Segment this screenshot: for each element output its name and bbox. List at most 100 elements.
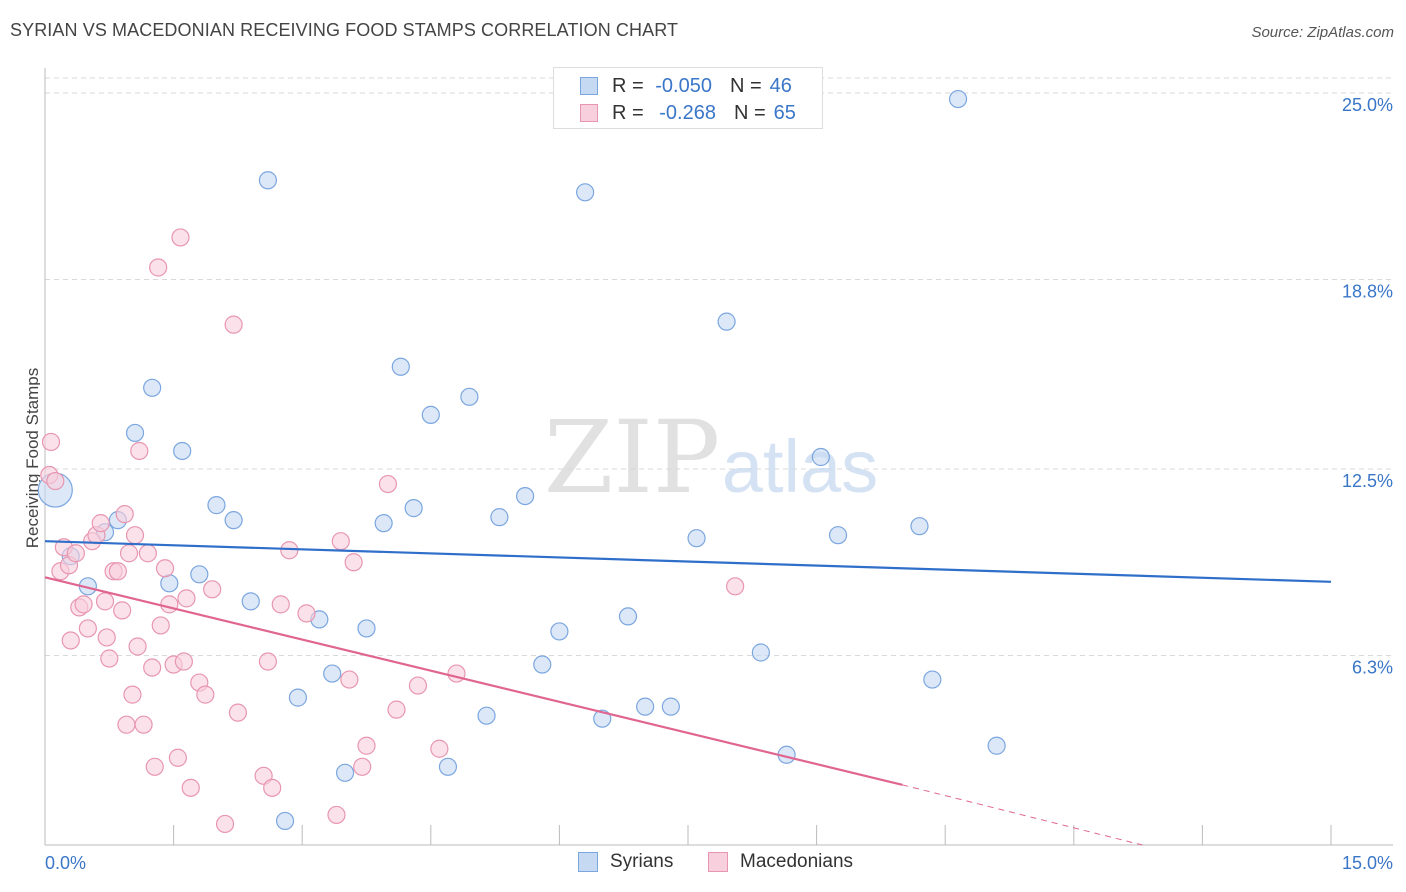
macedonian-point bbox=[357, 736, 376, 755]
axes bbox=[44, 68, 1393, 846]
macedonian-point bbox=[66, 544, 85, 563]
syrian-point bbox=[275, 811, 295, 831]
syrian-point bbox=[190, 565, 209, 584]
macedonians-legend-swatch bbox=[708, 852, 728, 872]
macedonian-point bbox=[263, 778, 282, 797]
legend-item-macedonians[interactable]: Macedonians bbox=[708, 851, 853, 873]
macedonian-point bbox=[171, 228, 190, 247]
trend-lines bbox=[44, 540, 1332, 846]
syrian-point bbox=[421, 405, 440, 424]
r-label: R = bbox=[612, 74, 644, 97]
macedonian-point bbox=[134, 715, 153, 734]
syrian-point bbox=[404, 499, 423, 518]
r-label: R = bbox=[612, 101, 644, 124]
syrian-point bbox=[125, 423, 145, 443]
correlation-legend: R = -0.050 N = 46 R = -0.268 N = 65 bbox=[553, 67, 823, 129]
watermark-zip: ZIP bbox=[544, 399, 720, 516]
legend-item-syrians[interactable]: Syrians bbox=[578, 851, 673, 873]
macedonian-point bbox=[408, 676, 428, 695]
macedonian-point bbox=[145, 757, 164, 776]
syrian-point bbox=[811, 447, 830, 467]
syrian-point bbox=[593, 709, 612, 728]
macedonians-trend-extension bbox=[902, 784, 1143, 846]
syrian-point bbox=[357, 619, 376, 638]
x-tick-label: 0.0% bbox=[45, 853, 86, 873]
syrian-point bbox=[923, 670, 942, 689]
macedonian-point bbox=[168, 748, 187, 767]
macedonians-swatch bbox=[580, 104, 598, 122]
syrian-point bbox=[687, 529, 706, 548]
macedonian-point bbox=[100, 649, 119, 668]
chart-title: SYRIAN VS MACEDONIAN RECEIVING FOOD STAM… bbox=[10, 20, 679, 40]
macedonian-point bbox=[138, 544, 157, 563]
watermark-atlas: atlas bbox=[722, 425, 878, 508]
macedonian-point bbox=[340, 670, 359, 689]
syrian-point bbox=[241, 592, 260, 611]
macedonians-trend-line bbox=[44, 576, 903, 786]
macedonian-point bbox=[353, 757, 372, 776]
n-label: N = bbox=[729, 74, 762, 97]
macedonian-point bbox=[155, 559, 175, 578]
syrian-point bbox=[207, 496, 226, 515]
macedonian-point bbox=[74, 595, 93, 614]
syrian-point bbox=[460, 387, 479, 406]
macedonian-point bbox=[430, 739, 449, 758]
syrian-point bbox=[258, 171, 278, 190]
syrian-point bbox=[490, 508, 509, 527]
macedonian-point bbox=[447, 664, 466, 683]
syrian-point bbox=[533, 655, 552, 674]
syrian-point bbox=[143, 378, 162, 397]
y-tick-label: 18.8% bbox=[1342, 282, 1393, 302]
macedonian-point bbox=[41, 432, 61, 452]
y-tick-label: 6.3% bbox=[1352, 658, 1393, 678]
macedonians-points bbox=[40, 228, 745, 834]
source-label: Source: ZipAtlas.com bbox=[1251, 24, 1394, 41]
macedonian-point bbox=[344, 553, 363, 572]
macedonian-point bbox=[215, 814, 235, 834]
macedonian-point bbox=[258, 652, 278, 671]
syrian-point bbox=[160, 574, 179, 593]
macedonian-point bbox=[91, 514, 110, 533]
syrian-point bbox=[910, 517, 929, 536]
syrians-swatch bbox=[580, 77, 598, 95]
syrian-point bbox=[576, 183, 595, 202]
macedonian-point bbox=[327, 805, 346, 825]
series-legend: Syrians Macedonians bbox=[0, 851, 1406, 879]
macedonian-point bbox=[115, 505, 134, 524]
syrian-point bbox=[224, 511, 243, 530]
syrian-point bbox=[550, 622, 569, 641]
macedonian-point bbox=[113, 601, 132, 620]
syrian-point bbox=[618, 607, 638, 626]
macedonian-point bbox=[203, 580, 222, 599]
y-axis-label: Receiving Food Stamps bbox=[23, 368, 40, 548]
syrian-point bbox=[288, 688, 308, 707]
macedonian-point bbox=[125, 526, 145, 545]
macedonian-point bbox=[78, 619, 97, 638]
macedonian-point bbox=[130, 441, 149, 461]
syrian-point bbox=[987, 736, 1006, 755]
x-tick-label: 15.0% bbox=[1342, 853, 1393, 873]
r-value: -0.050 bbox=[655, 74, 712, 97]
syrian-point bbox=[438, 757, 458, 776]
y-tick-label: 25.0% bbox=[1342, 95, 1393, 115]
syrians-points bbox=[37, 89, 1006, 831]
syrian-point bbox=[391, 357, 410, 376]
macedonian-point bbox=[143, 658, 162, 677]
macedonian-point bbox=[174, 652, 193, 671]
macedonian-point bbox=[123, 685, 142, 704]
syrian-point bbox=[636, 697, 655, 716]
n-label: N = bbox=[733, 101, 766, 124]
macedonian-point bbox=[97, 628, 116, 647]
n-value: 65 bbox=[773, 101, 796, 124]
macedonian-point bbox=[224, 315, 243, 334]
macedonian-point bbox=[46, 471, 65, 491]
macedonian-point bbox=[128, 637, 147, 656]
macedonian-point bbox=[95, 592, 115, 611]
syrian-point bbox=[173, 441, 192, 461]
macedonian-point bbox=[280, 541, 299, 560]
macedonian-point bbox=[61, 631, 80, 650]
syrians-legend-label: Syrians bbox=[610, 851, 674, 872]
macedonian-point bbox=[196, 685, 215, 704]
macedonian-point bbox=[297, 604, 316, 623]
